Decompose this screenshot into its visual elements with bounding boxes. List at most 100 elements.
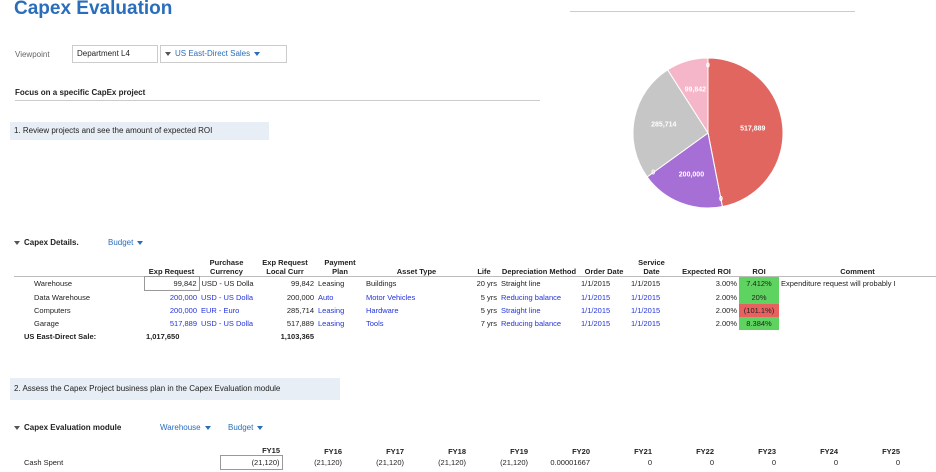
column-header: Comment xyxy=(840,267,875,276)
cell: (21,120) xyxy=(438,458,466,467)
cell: 1/1/2015 xyxy=(581,306,611,315)
cell: (101.1%) xyxy=(739,304,779,317)
cell: Tools xyxy=(366,319,384,328)
cell: 0 xyxy=(647,458,652,467)
row-label: Computers xyxy=(34,306,71,315)
header-cell xyxy=(14,258,144,277)
project-value: Warehouse xyxy=(160,423,201,432)
collapse-icon xyxy=(14,240,20,245)
region-value: US East-Direct Sales xyxy=(175,49,251,58)
column-header: Purchase Currency xyxy=(209,258,244,276)
section-header[interactable]: Capex Evaluation module xyxy=(10,423,121,432)
column-header: FY25 xyxy=(882,446,900,456)
filter-dropdown[interactable]: Budget xyxy=(108,238,147,247)
section-header[interactable]: Capex Details. xyxy=(10,238,79,247)
cell: 0 xyxy=(771,458,776,467)
focus-title: Focus on a specific CapEx project xyxy=(15,88,146,97)
slice-label: 517,889 xyxy=(740,126,765,133)
column-header: FY17 xyxy=(386,446,404,456)
cell: 517,889 xyxy=(169,319,197,328)
column-header: Asset Type xyxy=(396,267,437,276)
column-header: FY24 xyxy=(820,446,838,456)
section-title: Capex Evaluation module xyxy=(24,423,122,432)
cell: Reducing balance xyxy=(501,319,562,328)
cell: (21,120) xyxy=(314,458,342,467)
column-header: Depreciation Method xyxy=(501,267,577,276)
filter-value: Budget xyxy=(108,238,134,247)
step-2: 2. Assess the Capex Project business pla… xyxy=(10,378,340,400)
cell: USD - US Dolla xyxy=(201,279,254,289)
cell: 1/1/2015 xyxy=(631,306,661,315)
cell: 20% xyxy=(739,290,779,304)
row-label: US East-Direct Sale: xyxy=(24,332,97,341)
cell: Straight line xyxy=(501,279,541,289)
header-row: Exp Request Purchase Currency Exp Request … xyxy=(14,258,936,277)
slice-label: 99,842 xyxy=(685,87,707,94)
viewpoint-label: Viewpoint xyxy=(15,50,50,59)
slice-label: 0 xyxy=(706,62,710,69)
cell: 1/1/2015 xyxy=(631,292,661,302)
column-header: Life xyxy=(477,267,491,276)
header-cell xyxy=(14,442,220,456)
slice-label: 285,714 xyxy=(651,121,676,128)
data-row: Data Warehouse 200,000 USD - US Dolla 200,0… xyxy=(14,290,936,304)
cell: 200,000 xyxy=(286,292,314,302)
column-header: FY22 xyxy=(696,446,714,456)
cell: 8.384% xyxy=(739,317,779,330)
slice-label: 0 xyxy=(651,169,655,176)
page-title: Capex Evaluation xyxy=(14,0,173,19)
slice-label: 200,000 xyxy=(679,172,704,179)
column-header: ROI xyxy=(752,267,766,276)
cell: 1/1/2015 xyxy=(581,292,611,302)
collapse-icon xyxy=(14,425,20,430)
cell: Hardware xyxy=(366,306,399,315)
cashflow-table: FY15 FY16 FY17 FY18 FY19 FY20 FY21 FY22 FY23 FY24… xyxy=(14,442,936,470)
cell: 99,842 xyxy=(143,276,200,291)
cell: (21,120) xyxy=(500,458,528,467)
cell: 5 yrs xyxy=(480,292,497,302)
cell: Motor Vehicles xyxy=(366,292,416,302)
row-label: Warehouse xyxy=(34,279,73,289)
cell: 1/1/2015 xyxy=(631,279,661,289)
cell: 20 yrs xyxy=(476,279,497,289)
column-header: Payment Plan xyxy=(324,258,356,276)
total-row: US East-Direct Sale: 1,017,650 1,103,365 xyxy=(14,330,936,343)
pie-chart: 517,889 0 200,000 0 285,714 99,842 0 xyxy=(632,57,784,209)
column-header: Exp Request xyxy=(148,267,195,276)
separator xyxy=(15,100,540,101)
data-row: Computers 200,000 EUR - Euro 285,714 Leasing… xyxy=(14,304,936,317)
capex-table: Exp Request Purchase Currency Exp Request … xyxy=(14,258,936,343)
row-label: Cash Spent xyxy=(24,458,64,467)
column-header: F xyxy=(902,442,936,456)
column-header: Service Date xyxy=(638,258,665,276)
slice-label: 0 xyxy=(719,196,723,203)
dropdown-icon xyxy=(137,240,144,245)
cell: EUR - Euro xyxy=(201,306,240,315)
filter-dropdown[interactable]: Budget xyxy=(228,423,267,432)
column-header: Order Date xyxy=(584,267,624,276)
cell: Leasing xyxy=(318,306,345,315)
row-label: Data Warehouse xyxy=(34,292,91,302)
project-dropdown[interactable]: Warehouse xyxy=(160,423,215,432)
column-header: Exp Request Local Curr xyxy=(262,258,308,276)
cell: Expenditure request will probably I xyxy=(781,279,896,289)
cell: 0 xyxy=(895,458,900,467)
cell: 99,842 xyxy=(291,279,314,289)
cell: Leasing xyxy=(318,279,345,289)
data-row: Garage 517,889 USD - US Dolla 517,889 Leasin… xyxy=(14,317,936,330)
region-dropdown[interactable]: US East-Direct Sales xyxy=(160,45,287,63)
cell: 285,714 xyxy=(286,306,314,315)
cell: 1/1/2015 xyxy=(581,279,611,289)
filter-value: Budget xyxy=(228,423,254,432)
cell: 3.00% xyxy=(715,279,737,289)
cell: Reducing balance xyxy=(501,292,562,302)
dropdown-icon xyxy=(165,51,171,56)
department-field[interactable]: Department L4 xyxy=(72,45,158,63)
cell: 0 xyxy=(833,458,838,467)
cell: 7.412% xyxy=(739,276,779,291)
cell: Straight line xyxy=(501,306,541,315)
column-header: Expected ROI xyxy=(682,267,731,276)
cell: 7 yrs xyxy=(480,319,497,328)
cell: USD - US Dolla xyxy=(201,319,254,328)
